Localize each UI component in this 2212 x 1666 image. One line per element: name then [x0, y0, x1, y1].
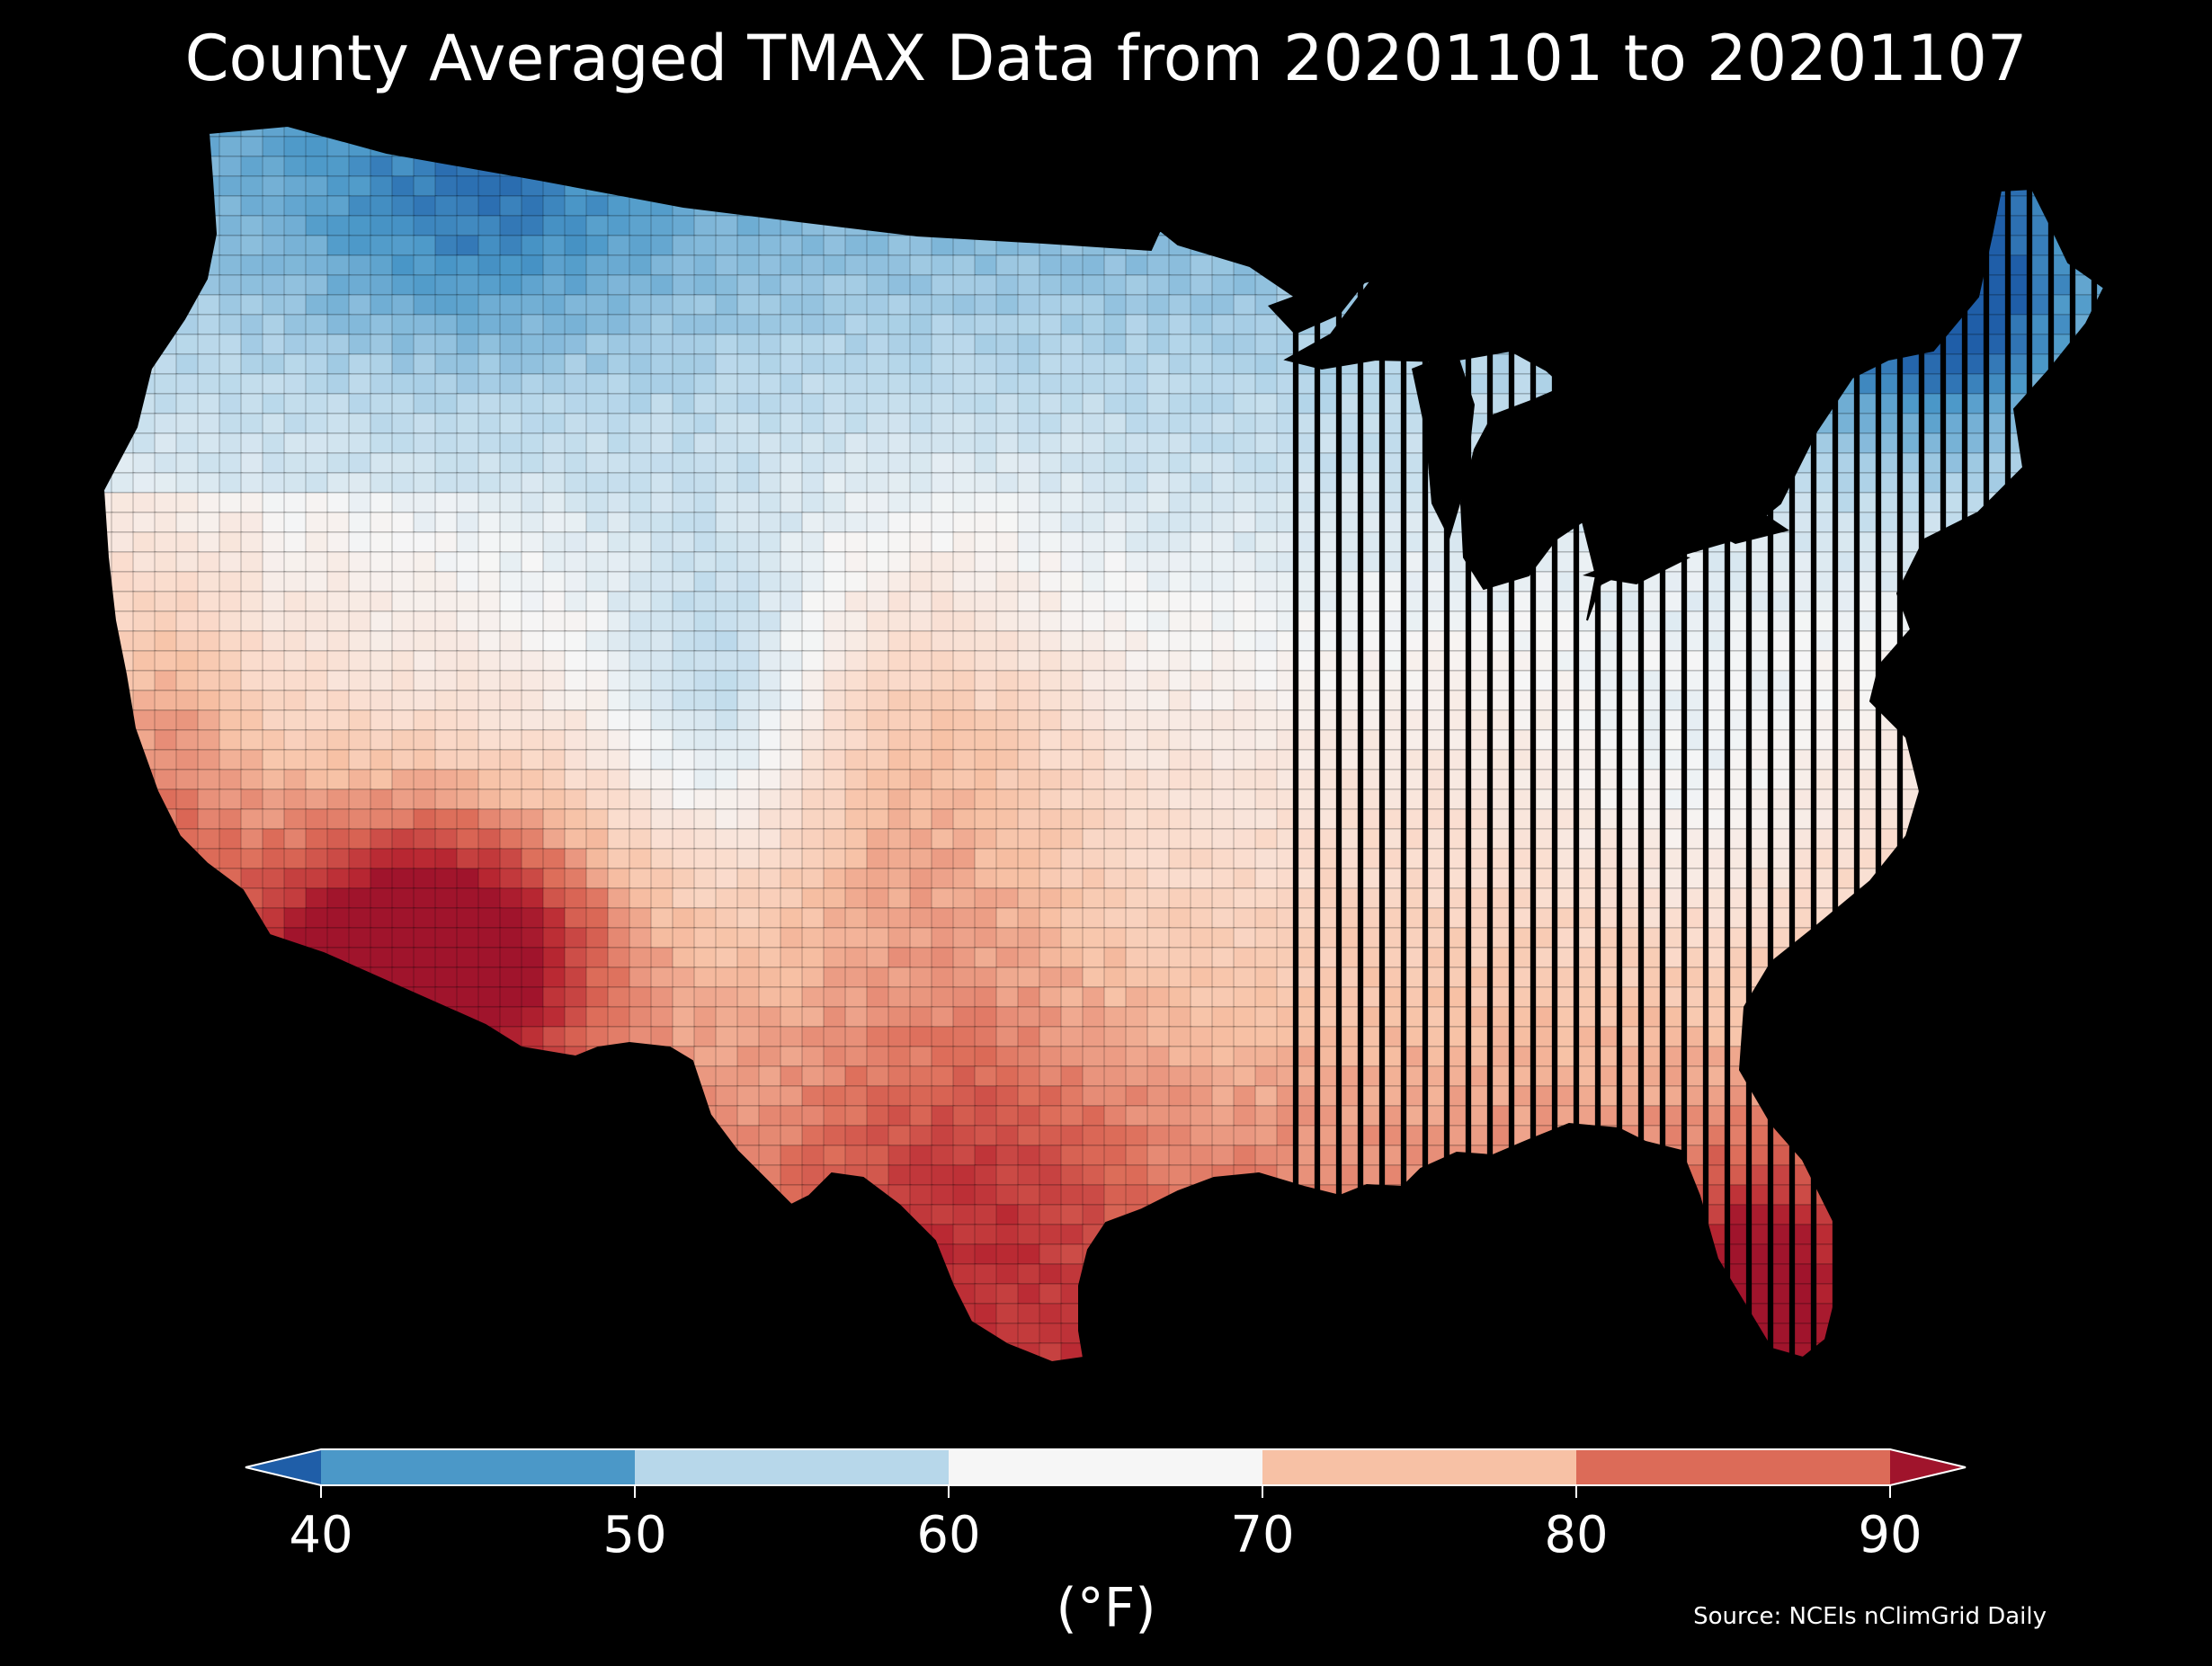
colorbar-unit-label: (°F) [1056, 1577, 1156, 1640]
colorbar-tick-50: 50 [602, 1506, 667, 1564]
great-lake [1268, 281, 1367, 334]
great-lake [1412, 351, 1475, 539]
colorbar-tick-80: 80 [1544, 1506, 1609, 1564]
us-county-map [103, 125, 2105, 1363]
colorbar-tick-70: 70 [1230, 1506, 1295, 1564]
colorbar-bin-50-60 [635, 1449, 949, 1485]
colorbar-under-arrow [245, 1449, 321, 1485]
colorbar-bin-80-90 [1576, 1449, 1890, 1485]
colorbar-tick-60: 60 [916, 1506, 981, 1564]
colorbar-bin-70-80 [1262, 1449, 1576, 1485]
map-title: County Averaged TMAX Data from 20201101 … [184, 22, 2028, 95]
source-credit: Source: NCEIs nClimGrid Daily [1693, 1603, 2047, 1630]
colorbar-bin-60-70 [949, 1449, 1262, 1485]
colorbar-bin-40-50 [321, 1449, 635, 1485]
colorbar-over-arrow [1890, 1449, 1966, 1485]
colorbar-tick-40: 40 [289, 1506, 353, 1564]
colorbar-tick-90: 90 [1858, 1506, 1922, 1564]
